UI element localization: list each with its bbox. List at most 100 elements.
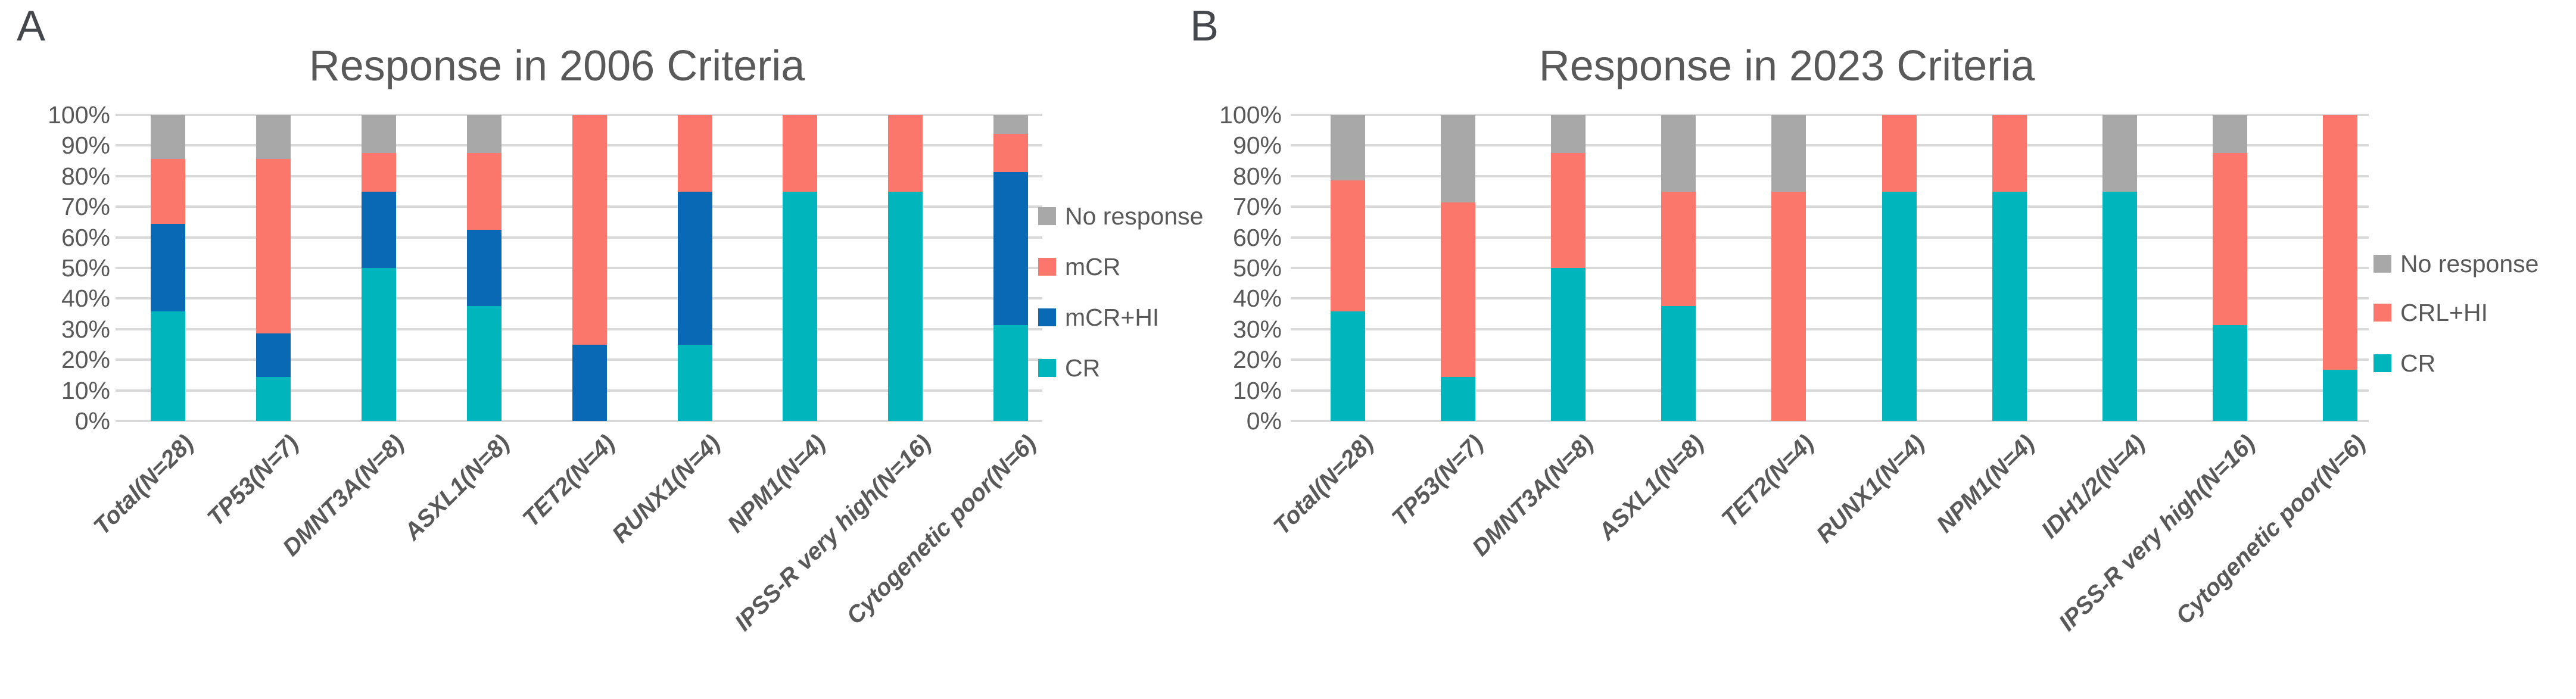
stacked-bar-TP53(N=7)	[256, 115, 291, 421]
y-axis-label-90: 90%	[61, 132, 110, 160]
bar-segment-CRL+HI	[1882, 115, 1917, 192]
bar-segment-CRL+HI	[1661, 191, 1696, 307]
bar-segment-CRL+HI	[2322, 115, 2357, 370]
x-category-label: TP53(N=7)	[1387, 430, 1489, 532]
bar-segment-No response	[256, 115, 291, 159]
y-axis-label-40: 40%	[1232, 285, 1282, 313]
legend-label-No response: No response	[2400, 250, 2539, 277]
gridline-20	[1291, 358, 2369, 361]
stacked-bar-IPSS-R very high(N=16)	[888, 115, 923, 421]
legend-swatch-No response	[2373, 255, 2391, 273]
bar-segment-CR	[783, 191, 818, 421]
stacked-bar-ASXL1(N=8)	[1661, 115, 1696, 421]
y-axis-label-10: 10%	[1232, 376, 1282, 404]
gridline-0	[1291, 420, 2369, 422]
chart-b-title: Response in 2023 Criteria	[1538, 42, 2035, 90]
bar-segment-No response	[2212, 115, 2247, 154]
legend-label-CRL+HI: CRL+HI	[2400, 299, 2488, 326]
y-axis-label-90: 90%	[1232, 132, 1282, 160]
bar-segment-CR	[1882, 191, 1917, 421]
bar-segment-mCR	[256, 158, 291, 333]
x-category-label: Total(N=28)	[1268, 430, 1379, 540]
bar-segment-mCR+HI	[993, 172, 1029, 326]
x-category-label: IDH1/2(N=4)	[2036, 430, 2150, 544]
bar-segment-mCR	[993, 133, 1029, 173]
bar-segment-CRL+HI	[2212, 153, 2247, 326]
bar-segment-CR	[2102, 191, 2137, 421]
bar-segment-mCR+HI	[151, 224, 185, 312]
bar-segment-No response	[361, 115, 396, 154]
bar-segment-mCR	[466, 153, 502, 230]
bar-segment-No response	[1771, 115, 1806, 192]
bar-segment-CR	[1551, 268, 1586, 421]
y-axis-label-60: 60%	[1232, 223, 1282, 251]
stacked-bar-ASXL1(N=8)	[466, 115, 502, 421]
bar-segment-mCR	[888, 115, 923, 192]
legend-swatch-CR	[1038, 359, 1056, 377]
gridline-60	[1291, 236, 2369, 239]
legend-swatch-mCR+HI	[1038, 308, 1056, 326]
y-axis-label-70: 70%	[61, 193, 110, 221]
gridline-0	[116, 420, 1042, 422]
y-axis-label-100: 100%	[48, 101, 110, 129]
bar-segment-CRL+HI	[1771, 191, 1806, 421]
bar-segment-CRL+HI	[1331, 180, 1365, 312]
legend-swatch-No response	[1038, 207, 1056, 225]
bar-segment-CRL+HI	[1441, 202, 1476, 377]
bar-segment-CR	[993, 325, 1029, 421]
y-axis-label-80: 80%	[61, 162, 110, 190]
gridline-40	[1291, 297, 2369, 300]
y-axis-label-10: 10%	[61, 376, 110, 404]
legend-swatch-mCR	[1038, 258, 1056, 276]
bar-segment-mCR+HI	[256, 333, 291, 377]
panel-b-letter: B	[1190, 2, 1219, 50]
bar-segment-No response	[151, 115, 185, 159]
bar-segment-CRL+HI	[1992, 115, 2027, 192]
bar-segment-No response	[1661, 115, 1696, 192]
y-axis-label-60: 60%	[61, 223, 110, 251]
stacked-bar-Cytogenetic poor(N=6)	[993, 115, 1029, 421]
bar-segment-No response	[1331, 115, 1365, 180]
bar-segment-CR	[151, 311, 185, 421]
gridline-100	[1291, 114, 2369, 116]
bar-segment-No response	[466, 115, 502, 154]
panel-a-letter: A	[17, 2, 46, 50]
bar-segment-mCR	[151, 158, 185, 224]
bar-segment-CR	[677, 344, 712, 421]
y-axis-label-100: 100%	[1219, 101, 1282, 129]
bar-segment-mCR	[572, 115, 607, 345]
bar-segment-CR	[466, 306, 502, 421]
stacked-bar-IPSS-R very high(N=16)	[2212, 115, 2247, 421]
stacked-bar-DMNT3A(N=8)	[1551, 115, 1586, 421]
x-category-label: IPSS-R very high(N=16)	[2054, 430, 2260, 636]
stacked-bar-TET2(N=4)	[1771, 115, 1806, 421]
bar-segment-CR	[1441, 377, 1476, 421]
bar-segment-No response	[2102, 115, 2137, 192]
y-axis-label-50: 50%	[61, 254, 110, 282]
stacked-bar-IDH1/2(N=4)	[2102, 115, 2137, 421]
bar-segment-CRL+HI	[1551, 153, 1586, 268]
gridline-80	[1291, 174, 2369, 177]
gridline-10	[1291, 389, 2369, 392]
y-axis-label-0: 0%	[74, 407, 110, 435]
bar-segment-mCR	[361, 153, 396, 192]
gridline-70	[1291, 205, 2369, 208]
bar-segment-CR	[1331, 311, 1365, 421]
stacked-bar-RUNX1(N=4)	[677, 115, 712, 421]
bar-segment-CR	[888, 191, 923, 421]
bar-segment-mCR+HI	[466, 229, 502, 307]
y-axis-label-30: 30%	[1232, 315, 1282, 343]
bar-segment-CR	[256, 377, 291, 421]
bar-segment-CR	[361, 268, 396, 421]
bar-segment-CR	[2322, 370, 2357, 421]
x-category-label: Cytogenetic poor(N=6)	[2170, 430, 2371, 630]
stacked-bar-DMNT3A(N=8)	[361, 115, 396, 421]
stacked-bar-Cytogenetic poor(N=6)	[2322, 115, 2357, 421]
legend-swatch-CR	[2373, 354, 2391, 372]
bar-segment-No response	[1441, 115, 1476, 202]
legend-label-mCR+HI: mCR+HI	[1065, 304, 1160, 331]
y-axis-label-50: 50%	[1232, 254, 1282, 282]
gridline-30	[1291, 327, 2369, 330]
